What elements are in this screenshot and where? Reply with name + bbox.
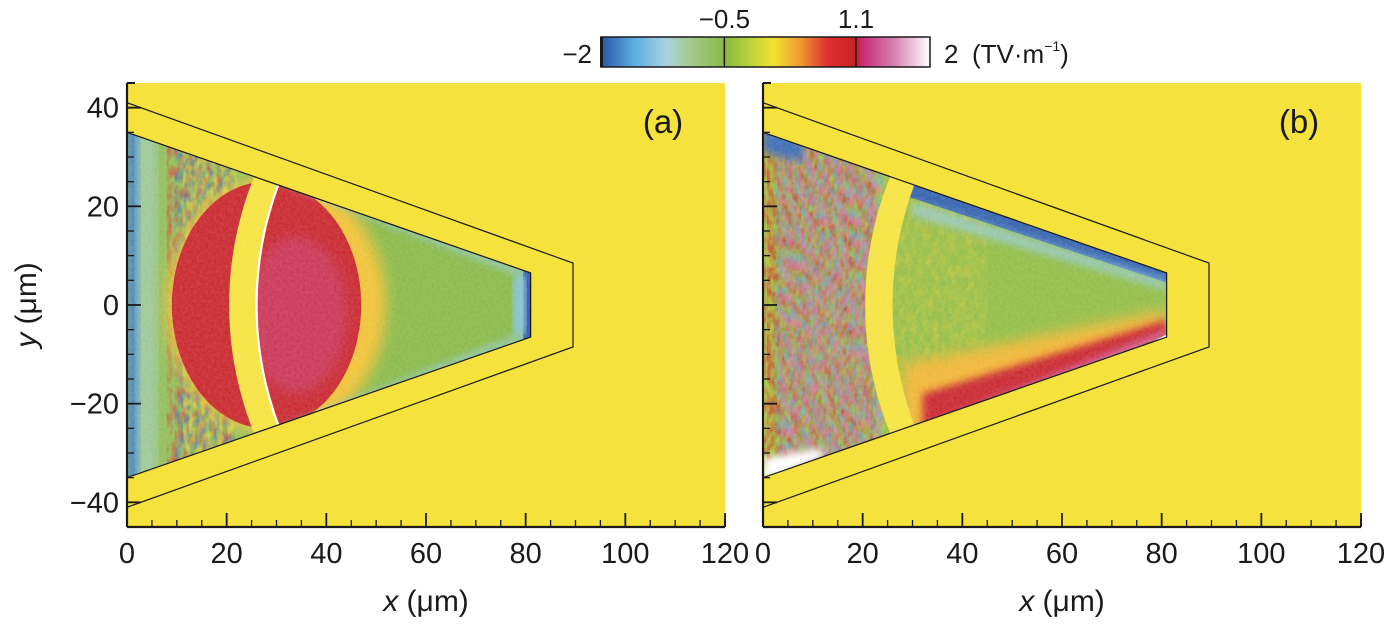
- x-axis-unit: (μm): [398, 585, 469, 618]
- field-grain: [127, 132, 531, 478]
- x-tick-label: 20: [211, 538, 243, 570]
- x-tick-label: 60: [410, 538, 442, 570]
- colorbar-ticks: −0.5 1.1: [699, 4, 874, 67]
- y-tick-label: 0: [103, 290, 119, 322]
- colorbar: −0.5 1.1 −2 2 (TV·m−1): [562, 4, 1069, 69]
- x-tick-label: 100: [601, 538, 649, 570]
- y-tick-label: −20: [70, 389, 119, 421]
- panel-label: (b): [1279, 103, 1319, 140]
- y-axis-unit: (μm): [10, 262, 43, 333]
- colorbar-gradient-bar: [600, 36, 931, 68]
- x-tick-label: 120: [701, 538, 749, 570]
- x-axis-label: x (μm): [381, 585, 469, 618]
- colorbar-unit-main: (TV·m: [972, 39, 1044, 69]
- x-tick-label: 60: [1046, 538, 1078, 570]
- colorbar-tick-label: 1.1: [838, 4, 874, 34]
- x-tick-label: 40: [946, 538, 978, 570]
- y-tick-label: 20: [87, 191, 119, 223]
- x-tick-label: 80: [510, 538, 542, 570]
- colorbar-left-cap: [600, 37, 603, 67]
- x-tick-label: 20: [847, 538, 879, 570]
- x-tick-label: 0: [755, 538, 771, 570]
- y-axis-label: y (μm): [10, 262, 43, 350]
- colorbar-tick-label: −0.5: [699, 4, 750, 34]
- colorbar-max-label: 2: [944, 39, 958, 69]
- x-tick-label: 40: [310, 538, 342, 570]
- outer-cone-outline: [762, 102, 1210, 508]
- x-tick-label: 80: [1146, 538, 1178, 570]
- x-axis-variable: x: [381, 585, 399, 618]
- y-tick-label: −40: [70, 487, 119, 519]
- panel-b: 0 20 40 60 80 100 120 (b) x (μm): [755, 82, 1385, 618]
- x-axis-variable: x: [1017, 585, 1035, 618]
- x-tick-label: 100: [1237, 538, 1285, 570]
- x-tick-label: 120: [1337, 538, 1385, 570]
- x-axis-label: x (μm): [1017, 585, 1105, 618]
- colorbar-unit-exponent: −1: [1044, 38, 1060, 54]
- y-axis-variable: y: [10, 331, 43, 350]
- x-tick-label: 0: [119, 538, 135, 570]
- colorbar-min-label: −2: [562, 39, 592, 69]
- panel-label: (a): [643, 103, 683, 140]
- outer-cone-outline: [126, 102, 574, 508]
- colorbar-unit-close: ): [1060, 39, 1069, 69]
- colorbar-unit-label: (TV·m−1): [972, 38, 1069, 69]
- x-axis-unit: (μm): [1034, 585, 1105, 618]
- field-grain: [763, 132, 1167, 478]
- y-tick-label: 40: [87, 93, 119, 125]
